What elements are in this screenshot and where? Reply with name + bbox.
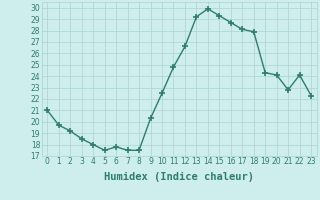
X-axis label: Humidex (Indice chaleur): Humidex (Indice chaleur) <box>104 172 254 182</box>
